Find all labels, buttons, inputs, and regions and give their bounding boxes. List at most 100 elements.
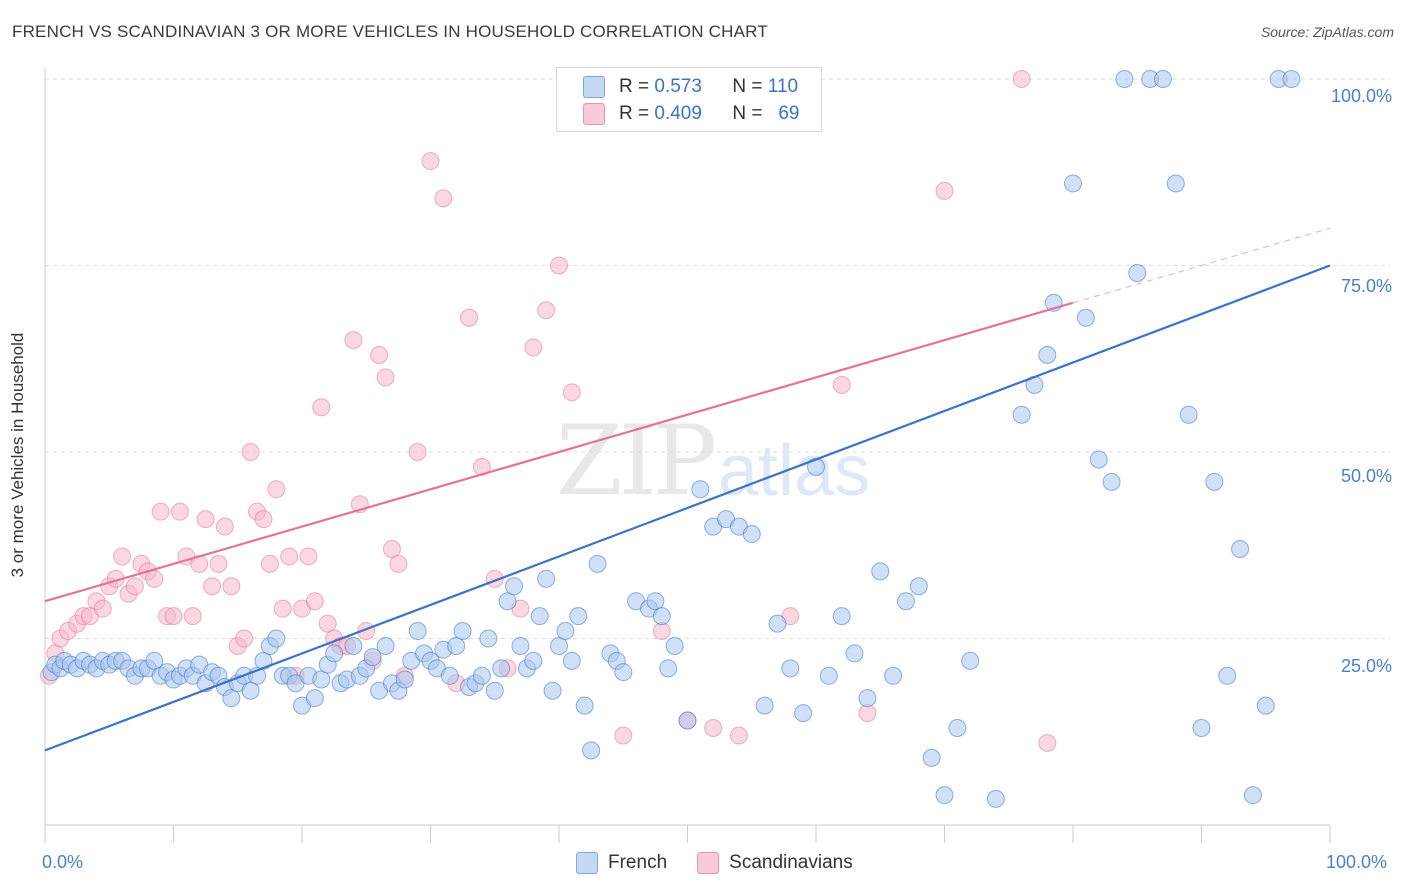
scandinavian-point — [1038, 733, 1057, 752]
legend: R = 0.573 N = 110 R = 0.409 N = 69 — [556, 67, 822, 132]
french-point — [325, 644, 344, 663]
french-point — [453, 622, 472, 641]
french-point — [492, 659, 511, 678]
french-point — [1282, 70, 1301, 88]
french-point — [485, 681, 504, 700]
french-point — [1064, 174, 1082, 193]
french-point — [794, 704, 813, 723]
french-point — [961, 651, 980, 670]
scandinavian-point — [222, 577, 241, 596]
french-point — [537, 569, 556, 588]
scandinavian-point — [832, 375, 851, 394]
french-point — [543, 681, 562, 700]
scandinavian-point — [318, 614, 337, 633]
y-tick-100: 100.0% — [1330, 86, 1392, 106]
french-point — [819, 666, 838, 685]
legend-r-label-scandinavian: R = — [619, 103, 650, 124]
y-tick-50: 50.0% — [1340, 466, 1392, 486]
scandinavian-point — [145, 569, 164, 588]
french-point — [241, 681, 260, 700]
scandinavian-point — [434, 189, 453, 208]
french-point — [511, 636, 530, 655]
scandinavian-point — [196, 510, 215, 529]
scandinavian-point — [170, 502, 189, 521]
scandinavian-point — [408, 443, 427, 461]
french-point — [524, 651, 543, 670]
french-point — [1231, 539, 1250, 558]
french-point — [440, 666, 459, 685]
french-point — [395, 670, 414, 689]
french-point — [768, 614, 787, 633]
y-tick-75: 75.0% — [1340, 276, 1392, 296]
scandinavian-point — [203, 577, 222, 596]
bottom-legend-label-scandinavian: Scandinavians — [729, 852, 853, 873]
french-point — [871, 562, 890, 581]
legend-n-value-scandinavian: 69 — [778, 103, 800, 124]
scandinavian-point — [704, 719, 723, 738]
french-point — [254, 651, 273, 670]
scandinavian-point — [164, 607, 183, 626]
watermark-atlas: atlas — [718, 431, 871, 511]
legend-row-french: R = 0.573 N = 110 — [583, 76, 798, 98]
scandinavian-point — [241, 443, 260, 461]
bottom-legend-swatch-scandinavian — [697, 852, 720, 874]
french-point — [569, 607, 588, 626]
scandinavian-point — [421, 152, 440, 171]
scandinavian-point — [183, 607, 202, 626]
y-axis-label: 3 or more Vehicles in Household — [8, 332, 27, 578]
scandinavian-point — [537, 301, 556, 320]
scandinavian-point — [562, 383, 581, 402]
french-point — [479, 629, 498, 648]
legend-r-value-scandinavian: 0.409 — [654, 103, 702, 124]
french-point — [1256, 696, 1275, 715]
scandinavian-point — [1012, 70, 1031, 88]
french-point — [1076, 308, 1095, 327]
french-point — [948, 719, 967, 738]
scandinavian-trend-line — [44, 301, 1074, 603]
scandinavian-point — [344, 331, 363, 350]
scandinavian-point — [370, 346, 389, 365]
scandinavian-point — [550, 256, 568, 275]
scandinavian-point — [125, 577, 144, 596]
legend-n-value-french: 110 — [767, 76, 799, 97]
french-point — [646, 592, 665, 611]
french-point — [267, 629, 286, 648]
french-point — [1205, 472, 1224, 491]
bottom-legend-scandinavian: Scandinavians — [697, 852, 853, 874]
french-point — [614, 663, 633, 682]
french-point — [1218, 666, 1237, 685]
scandinavian-point — [209, 554, 228, 573]
legend-row-scandinavian: R = 0.409 N = 69 — [583, 103, 799, 125]
french-point — [582, 741, 601, 760]
french-point — [472, 666, 491, 685]
source-label: Source: ZipAtlas.com — [1260, 24, 1394, 40]
french-point — [498, 592, 517, 611]
french-point — [1166, 174, 1185, 193]
french-point — [550, 636, 568, 655]
bottom-legend-french: French — [576, 852, 667, 874]
french-point — [909, 577, 928, 596]
scandinavian-point — [113, 547, 132, 566]
french-point — [1115, 70, 1134, 88]
french-point — [588, 554, 607, 573]
french-point — [832, 607, 851, 626]
legend-r-value-french: 0.573 — [654, 76, 702, 97]
x-tick-100: 100.0% — [1326, 852, 1388, 872]
french-point — [755, 696, 774, 715]
french-point — [1192, 719, 1211, 738]
french-point — [896, 592, 915, 611]
french-point — [305, 689, 324, 708]
french-point — [408, 622, 427, 641]
french-trend-line — [44, 264, 1331, 752]
scandinavian-point — [215, 517, 234, 536]
french-point — [530, 607, 549, 626]
scandinavian-point — [260, 554, 279, 573]
french-point — [1179, 405, 1198, 424]
french-point — [691, 480, 710, 499]
chart-title: FRENCH VS SCANDINAVIAN 3 OR MORE VEHICLE… — [12, 22, 768, 41]
french-point — [845, 644, 864, 663]
french-point — [1153, 70, 1172, 88]
french-point — [1038, 346, 1057, 365]
french-point — [376, 636, 395, 655]
watermark-zip: ZIP — [556, 405, 717, 517]
